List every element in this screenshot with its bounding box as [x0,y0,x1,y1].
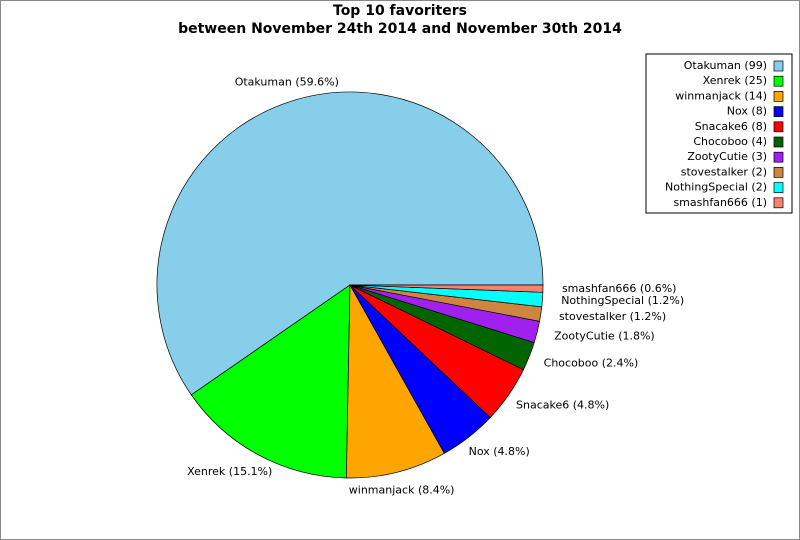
slice-label: winmanjack (8.4%) [349,484,455,497]
slice-label: NothingSpecial (1.2%) [561,294,684,307]
slice-label: smashfan666 (0.6%) [562,282,677,295]
legend-label: smashfan666 (1) [673,196,767,209]
pie-slice [345,283,445,479]
legend-swatch [773,151,784,163]
slice-label: Snacake6 (4.8%) [516,399,609,412]
chart-subtitle: between November 24th 2014 and November … [178,21,622,37]
pie-slice [156,91,544,396]
legend-label: Nox (8) [727,105,767,118]
legend-label: NothingSpecial (2) [665,181,767,194]
legend-label: winmanjack (14) [675,89,767,102]
slice-label: ZootyCutie (1.8%) [554,330,655,343]
slice-label: Nox (4.8%) [469,445,530,458]
legend-box [645,53,793,214]
legend-label: Snacake6 (8) [695,120,767,133]
legend-label: Xenrek (25) [703,74,767,87]
legend-swatch [773,106,784,117]
pie-slice [349,284,544,293]
legend-label: ZootyCutie (3) [687,150,767,163]
legend-label: Otakuman (99) [684,59,767,72]
slice-label: Xenrek (15.1%) [187,465,272,478]
legend-label: stovestalker (2) [681,165,767,178]
slice-label: Otakuman (59.6%) [235,76,339,89]
legend-swatch [773,75,784,87]
chart-title: Top 10 favoriters [333,3,467,19]
legend-swatch [773,91,784,102]
legend-swatch [773,197,784,209]
legend-swatch [773,121,784,133]
pie-slice [190,284,351,479]
slice-label: Chocoboo (2.4%) [544,356,639,369]
legend-swatch [773,182,784,193]
legend-swatch [773,136,784,148]
legend-swatch [773,60,784,72]
legend-swatch [773,167,784,178]
legend-label: Chocoboo (4) [693,135,767,148]
slice-label: stovestalker (1.2%) [559,310,666,323]
